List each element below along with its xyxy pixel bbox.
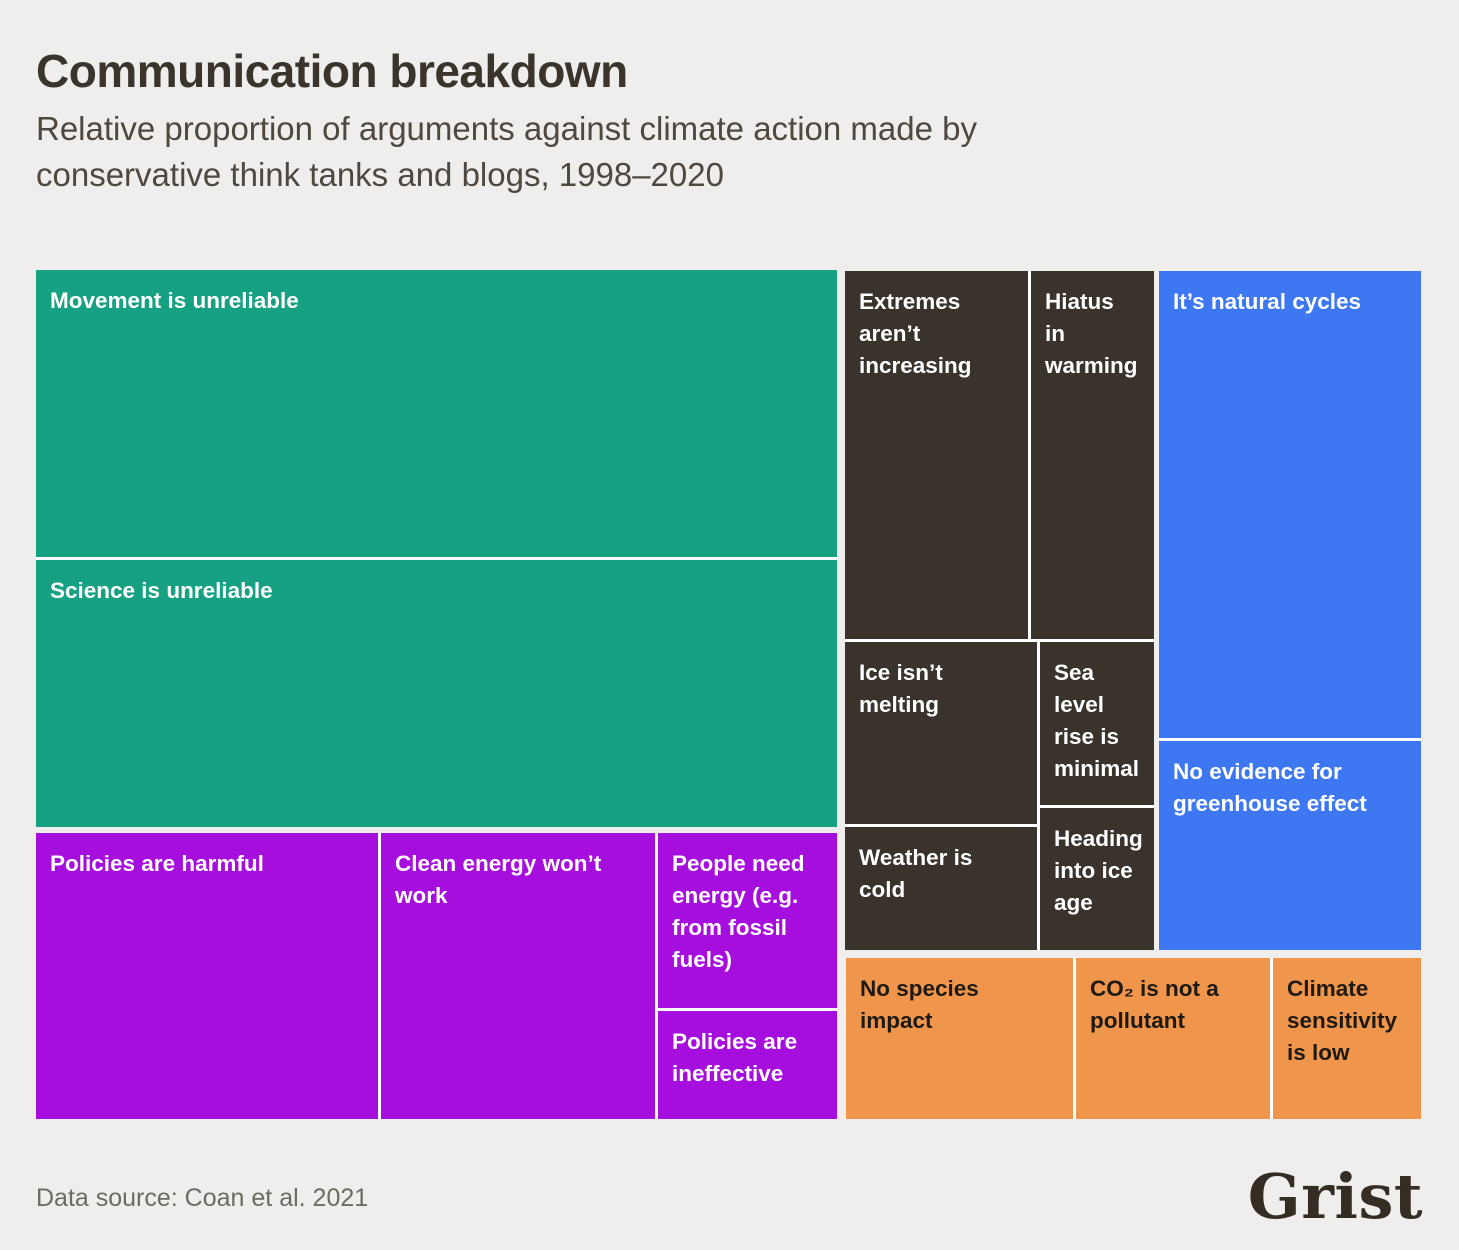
cell-label: Policies are harmful xyxy=(50,851,264,876)
cell-label: Heading into ice age xyxy=(1054,826,1143,915)
treemap-cell-clean-energy-wont-work: Clean energy won’t work xyxy=(381,833,655,1119)
subtitle-line-2: conservative think tanks and blogs, 1998… xyxy=(36,156,724,193)
cell-label: Weather is cold xyxy=(859,845,973,902)
cell-label: Hiatus in warming xyxy=(1045,289,1138,378)
treemap-group-blue: It’s natural cycles No evidence for gree… xyxy=(1159,271,1421,950)
treemap-cell-movement-is-unreliable: Movement is unreliable xyxy=(36,270,837,557)
treemap-chart: Movement is unreliable Science is unreli… xyxy=(36,270,1421,1119)
cell-label: Science is unreliable xyxy=(50,578,273,603)
subtitle-line-1: Relative proportion of arguments against… xyxy=(36,110,977,147)
treemap-cell-no-evidence-for-greenhouse-effect: No evidence for greenhouse effect xyxy=(1159,741,1421,950)
treemap-cell-policies-are-ineffective: Policies are ineffective xyxy=(658,1011,837,1119)
treemap-cell-extremes-arent-increasing: Extremes aren’t increasing xyxy=(845,271,1028,639)
cell-label: Extremes aren’t increasing xyxy=(859,289,972,378)
treemap-cell-heading-into-ice-age: Heading into ice age xyxy=(1040,808,1154,950)
treemap-cell-people-need-energy: People need energy (e.g. from fossil fue… xyxy=(658,833,837,1008)
cell-label: Movement is unreliable xyxy=(50,288,299,313)
treemap-group-orange: No species impact CO₂ is not a pollutant… xyxy=(846,958,1421,1119)
cell-label: Sea level rise is minimal xyxy=(1054,660,1140,781)
cell-label: People need energy (e.g. from fossil fue… xyxy=(672,851,805,972)
treemap-cell-its-natural-cycles: It’s natural cycles xyxy=(1159,271,1421,738)
treemap-cell-no-species-impact: No species impact xyxy=(846,958,1073,1119)
treemap-group-purple: Policies are harmful Clean energy won’t … xyxy=(36,833,837,1119)
treemap-cell-co2-is-not-a-pollutant: CO₂ is not a pollutant xyxy=(1076,958,1270,1119)
cell-label: Clean energy won’t work xyxy=(395,851,602,908)
cell-label: Policies are ineffective xyxy=(672,1029,798,1086)
cell-label: CO₂ is not a pollutant xyxy=(1090,976,1219,1033)
treemap-cell-ice-isnt-melting: Ice isn’t melting xyxy=(845,642,1037,824)
treemap-cell-climate-sensitivity-is-low: Climate sensitivity is low xyxy=(1273,958,1421,1119)
cell-label: Ice isn’t melting xyxy=(859,660,943,717)
treemap-group-teal: Movement is unreliable Science is unreli… xyxy=(36,270,837,827)
cell-label: No species impact xyxy=(860,976,979,1033)
treemap-cell-science-is-unreliable: Science is unreliable xyxy=(36,560,837,827)
treemap-cell-sea-level-rise-is-minimal: Sea level rise is minimal xyxy=(1040,642,1154,805)
treemap-group-dark: Extremes aren’t increasing Hiatus in war… xyxy=(845,271,1154,950)
treemap-cell-hiatus-in-warming: Hiatus in warming xyxy=(1031,271,1154,639)
page-title: Communication breakdown xyxy=(36,45,628,97)
treemap-cell-policies-are-harmful: Policies are harmful xyxy=(36,833,378,1119)
treemap-cell-weather-is-cold: Weather is cold xyxy=(845,827,1037,950)
cell-label: It’s natural cycles xyxy=(1173,289,1362,314)
cell-label: Climate sensitivity is low xyxy=(1287,976,1398,1065)
grist-logo: Grist xyxy=(1247,1160,1423,1233)
cell-label: No evidence for greenhouse effect xyxy=(1173,759,1367,816)
page-subtitle: Relative proportion of arguments against… xyxy=(36,106,977,198)
data-source-note: Data source: Coan et al. 2021 xyxy=(36,1184,369,1212)
